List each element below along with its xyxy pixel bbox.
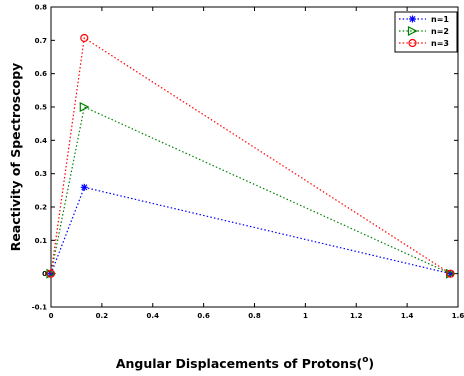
y-tick-label: 0.1 <box>35 237 48 245</box>
y-tick-label: 0.8 <box>35 4 48 12</box>
x-tick-label: 0.8 <box>248 312 261 320</box>
y-axis-ticks: -0.1 0 0.1 0.2 0.3 0.4 0.5 0.6 0.7 0.8 <box>32 4 458 312</box>
x-tick-label: 0.6 <box>197 312 210 320</box>
y-tick-label: 0 <box>42 270 47 278</box>
x-tick-label: 0.4 <box>147 312 160 320</box>
data-point <box>80 183 88 191</box>
legend-entry: n=2 <box>399 26 449 36</box>
legend-entry: n=1 <box>399 15 449 24</box>
legend-items: n=1 n=2 n=3 <box>399 15 449 48</box>
x-tick-label: 0.2 <box>96 312 109 320</box>
y-tick-label: 0.4 <box>35 137 48 145</box>
series-line <box>50 106 451 275</box>
y-tick-label: 0.5 <box>35 104 48 112</box>
y-tick-label: 0.2 <box>35 204 48 212</box>
series-layer <box>46 33 456 279</box>
y-tick-label: 0.6 <box>35 70 48 78</box>
y-tick-label: 0.7 <box>35 37 48 45</box>
data-point <box>46 269 56 278</box>
series-n3 <box>46 33 455 278</box>
x-axis-title-unit: o <box>362 355 368 365</box>
legend-marker <box>409 15 416 23</box>
legend-marker <box>408 38 417 48</box>
x-tick-label: 1.6 <box>452 312 464 320</box>
x-axis-title: Angular Displacements of Protons(o) <box>116 355 374 371</box>
data-point <box>80 33 89 43</box>
y-tick-label: 0.3 <box>35 170 48 178</box>
legend-marker <box>407 26 418 36</box>
data-point <box>446 269 455 278</box>
x-tick-label: 1.2 <box>350 312 363 320</box>
legend-entry: n=3 <box>399 38 449 48</box>
x-axis-ticks: 0 0.2 0.4 0.6 0.8 1 1.2 1.4 1.6 <box>49 7 464 320</box>
y-axis-title: Reactivity of Spectroscopy <box>8 63 23 252</box>
legend-label: n=3 <box>431 39 449 48</box>
plot-area <box>50 6 459 308</box>
series-line <box>50 36 451 275</box>
x-tick-label: 1 <box>303 312 308 320</box>
data-point <box>79 102 90 112</box>
x-tick-label: 1.4 <box>401 312 414 320</box>
legend-label: n=2 <box>431 27 449 36</box>
y-tick-label: -0.1 <box>32 304 47 312</box>
x-axis-title-close: ) <box>368 356 374 371</box>
x-axis-title-main: Angular Displacements of Protons( <box>116 356 362 371</box>
legend-label: n=1 <box>431 15 449 24</box>
legend: n=1 n=2 n=3 <box>394 11 458 53</box>
x-tick-label: 0 <box>49 312 54 320</box>
